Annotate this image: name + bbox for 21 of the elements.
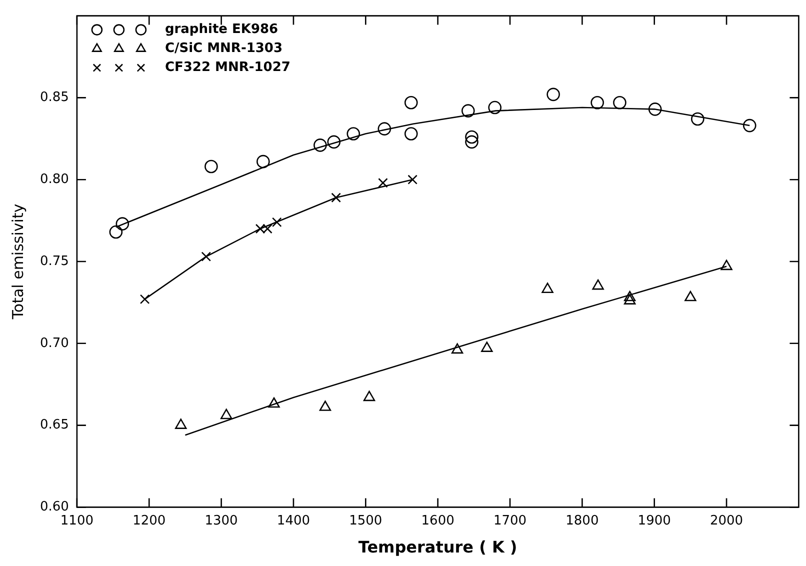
x-tick-label: 1900 [638,513,671,528]
legend-label: CF322 MNR-1027 [164,60,290,76]
x-axis-title: Temperature ( K ) [358,538,518,557]
x-tick-label: 2000 [710,513,744,528]
x-tick-label: 1300 [204,513,238,528]
y-tick-label: 0.75 [40,254,69,269]
y-tick-label: 0.80 [40,172,69,187]
x-tick-label: 1600 [421,513,454,528]
x-tick-label: 1200 [132,513,166,528]
legend-label: C/SiC MNR-1303 [164,41,283,56]
x-tick-label: 1100 [60,513,94,528]
y-tick-label: 0.65 [40,418,69,433]
x-tick-label: 1400 [276,513,310,528]
x-tick-label: 1700 [493,513,527,528]
x-tick-label: 1800 [566,513,599,528]
x-tick-label: 1500 [349,513,382,528]
y-axis-title: Total emissivity [8,204,27,320]
y-tick-label: 0.60 [40,500,69,515]
y-tick-label: 0.70 [40,336,69,351]
y-tick-label: 0.85 [40,90,69,106]
legend-label: graphite EK986 [164,22,278,38]
